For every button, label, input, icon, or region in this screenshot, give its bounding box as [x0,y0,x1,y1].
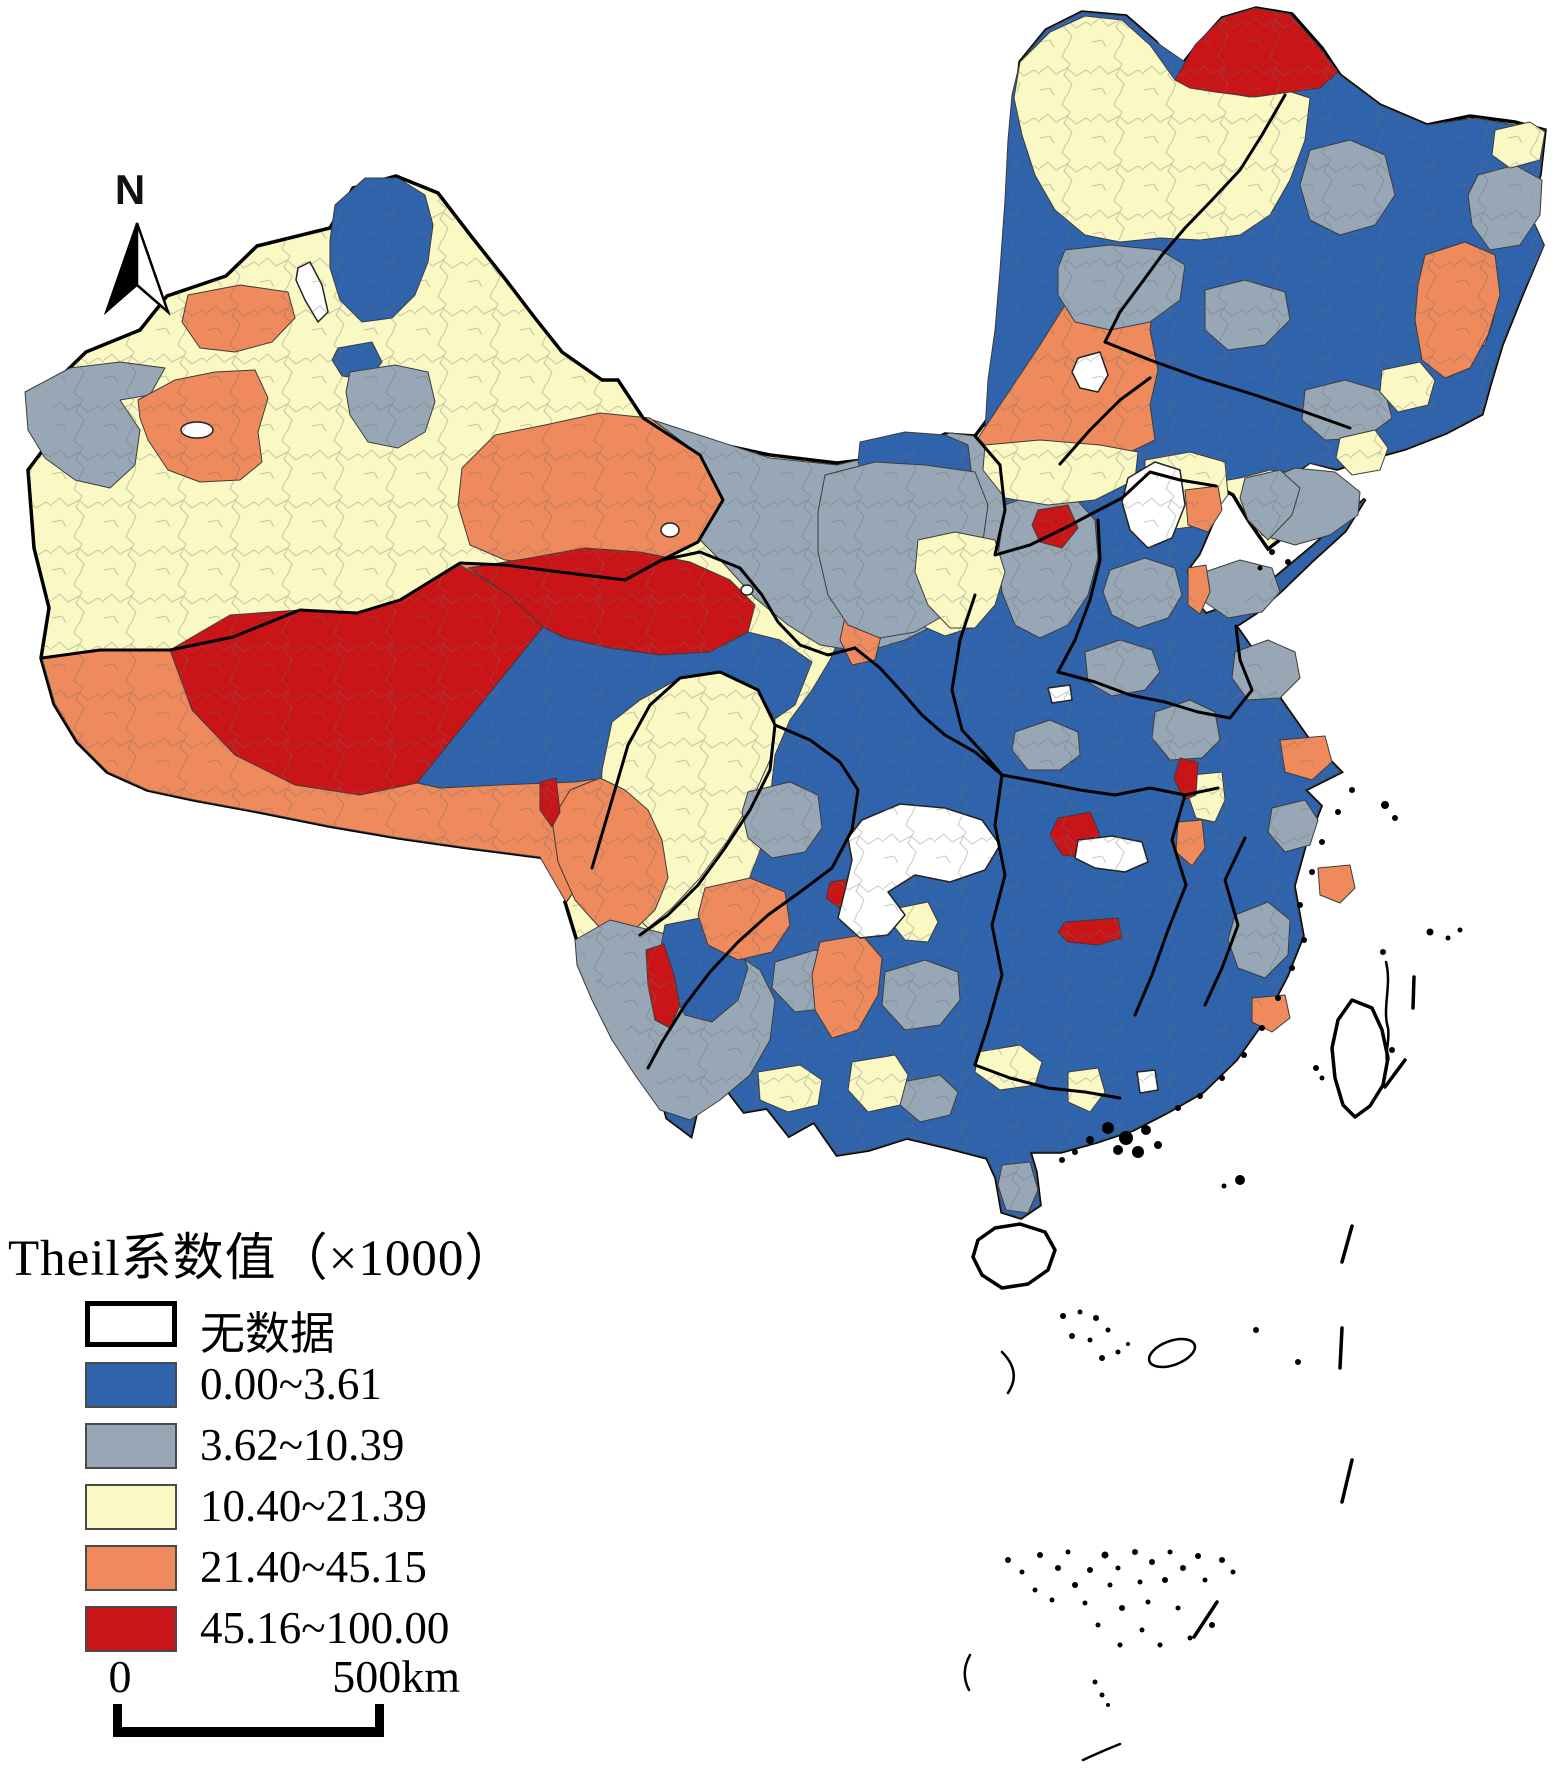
legend-row-class5: 45.16~100.00 [8,1603,568,1656]
legend-label: 10.40~21.39 [200,1481,427,1531]
scale-bar: 0 500km [90,1650,470,1760]
legend-swatch-nodata [85,1301,177,1347]
province-borders [40,93,1352,1100]
south-china-sea-islands [963,1175,1354,1762]
north-arrow-icon [103,222,171,317]
legend-row-class1: 0.00~3.61 [8,1359,568,1412]
legend-label: 无数据 [200,1309,336,1359]
scale-bar-line [113,1727,384,1737]
legend: Theil系数值（×1000） 无数据 0.00~3.61 3.62~10.39… [8,1216,568,1656]
legend-swatch-class1 [85,1362,177,1408]
scale-tick-right [375,1704,384,1737]
legend-swatch-class3 [85,1484,177,1530]
legend-row-class4: 21.40~45.15 [8,1542,568,1595]
coastal-islets [1059,549,1463,1163]
legend-title: Theil系数值（×1000） [8,1231,517,1287]
scale-start-label: 0 [108,1651,132,1702]
taiwan-nearby-features [1313,960,1416,1089]
legend-label: 21.40~45.15 [200,1542,427,1592]
scale-tick-left [113,1704,122,1737]
legend-row-class3: 10.40~21.39 [8,1481,568,1534]
legend-row-nodata: 无数据 [8,1301,568,1359]
hainan-island [971,1222,1057,1290]
scale-end-label: 500km [332,1651,460,1702]
taiwan-island [1330,998,1390,1119]
legend-swatch-class5 [85,1606,177,1652]
legend-label: 3.62~10.39 [200,1420,405,1470]
legend-row-class2: 3.62~10.39 [8,1420,568,1473]
legend-swatch-class4 [85,1545,177,1591]
legend-swatch-class2 [85,1423,177,1469]
north-arrow-label: N [114,166,146,213]
legend-label: 0.00~3.61 [200,1359,382,1409]
legend-label: 45.16~100.00 [200,1603,450,1653]
